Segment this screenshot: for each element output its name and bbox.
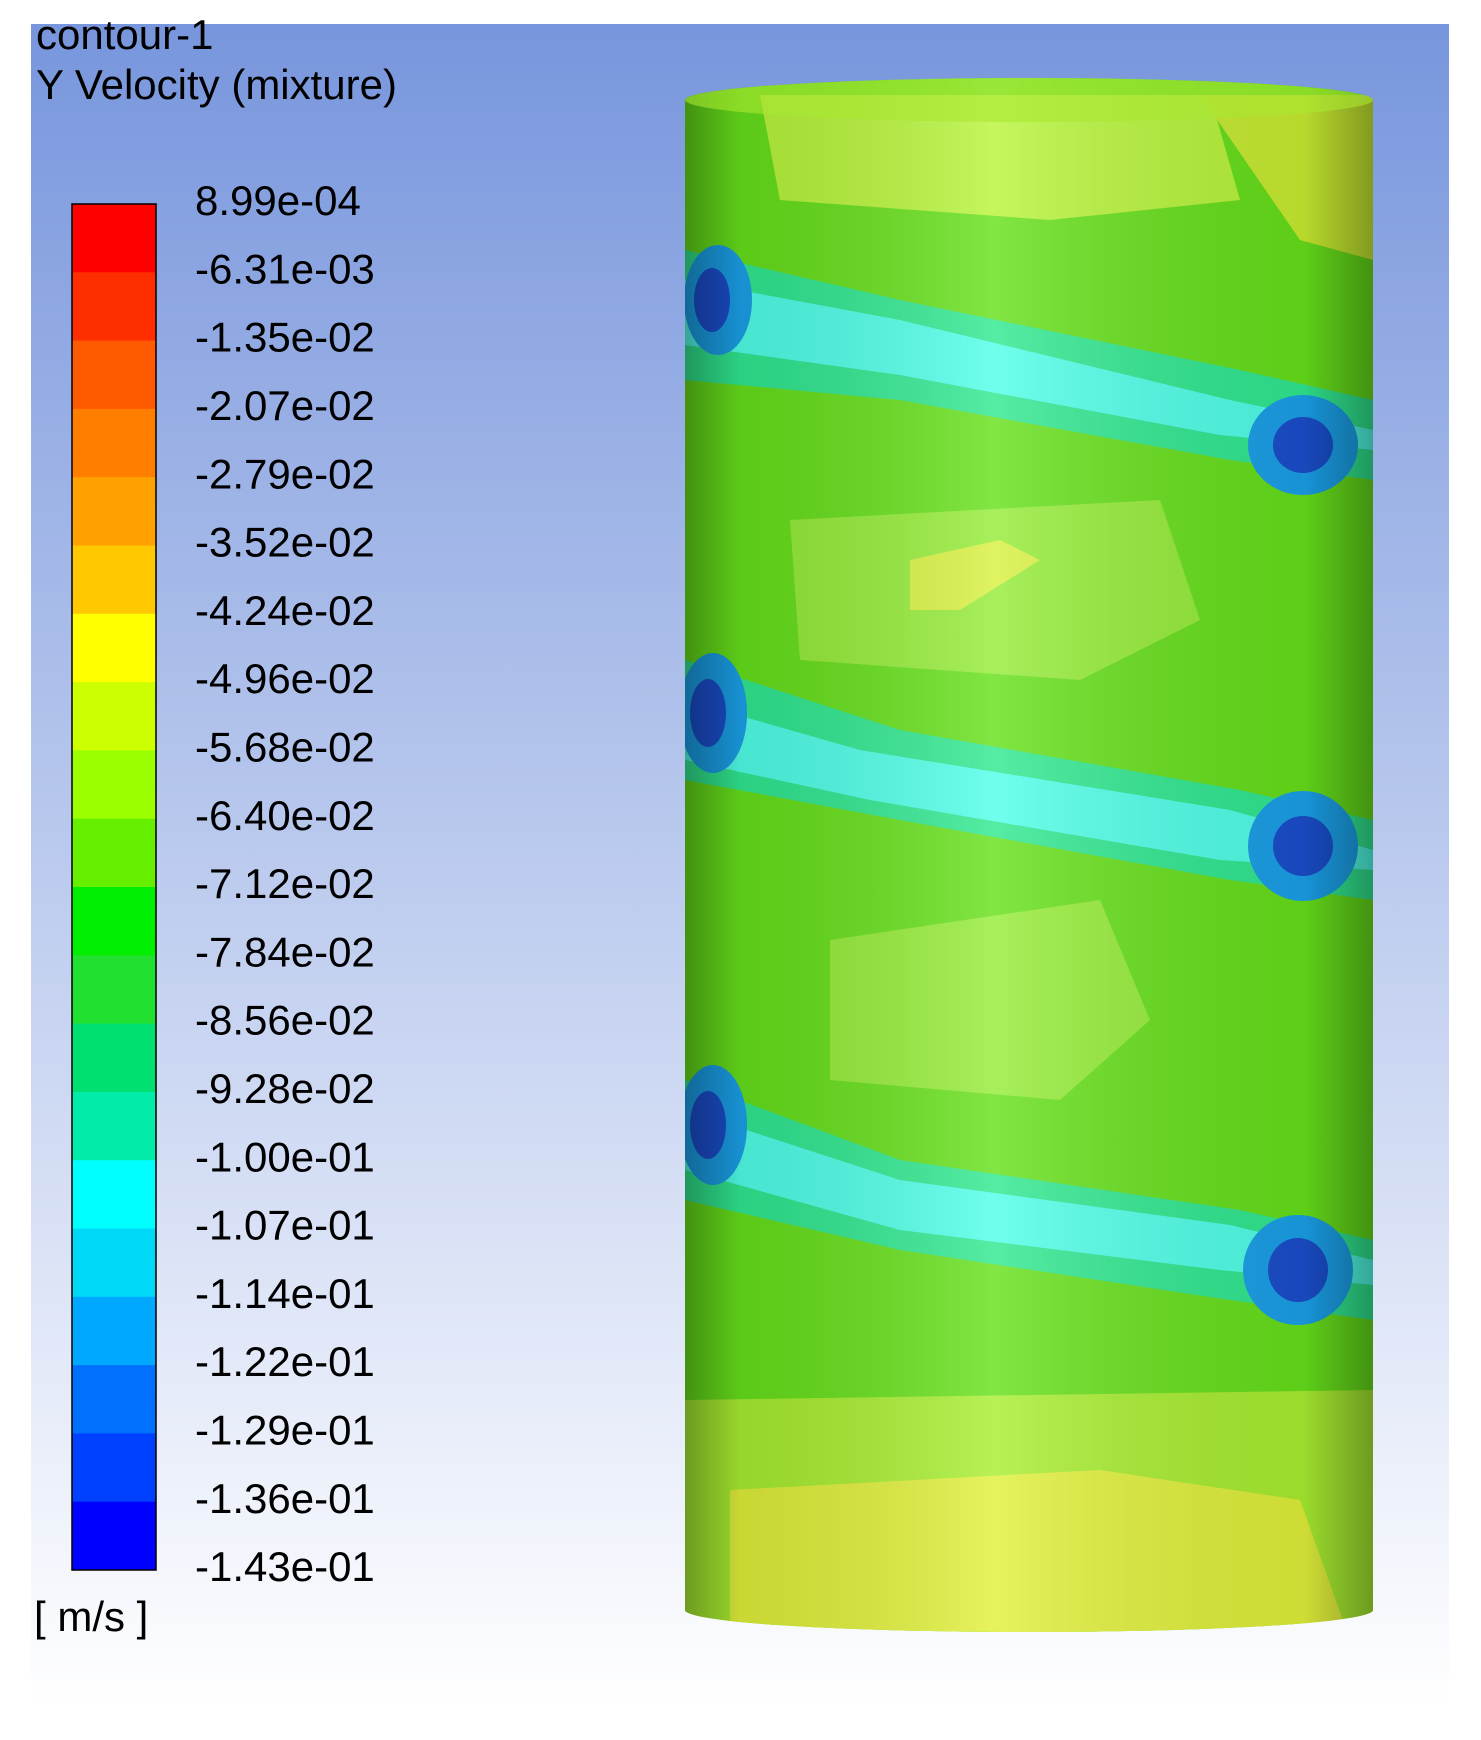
colorbar-band — [72, 1365, 156, 1434]
colorbar-band — [72, 887, 156, 956]
colorbar-label: -1.43e-01 — [195, 1543, 375, 1590]
colorbar-label: -4.96e-02 — [195, 655, 375, 702]
colorbar-label: -1.36e-01 — [195, 1475, 375, 1522]
colorbar-frame — [71, 203, 157, 1571]
colorbar-band — [72, 750, 156, 820]
colorbar-label: -8.56e-02 — [195, 997, 375, 1044]
title-line: Y Velocity (mixture) — [36, 61, 397, 108]
colorbar-label: -1.14e-01 — [195, 1270, 375, 1317]
colorbar-label: -1.29e-01 — [195, 1406, 375, 1453]
colorbar-label: -2.07e-02 — [195, 382, 375, 429]
colorbar-labels: 8.99e-04 -6.31e-03 -1.35e-02 -2.07e-02 -2.79… — [195, 177, 375, 1590]
colorbar-band — [72, 613, 156, 683]
colorbar-label: -5.68e-02 — [195, 723, 375, 770]
colorbar-label: -1.07e-01 — [195, 1202, 375, 1249]
colorbar-band — [72, 408, 156, 478]
colorbar-band — [72, 1433, 156, 1503]
colorbar-band — [72, 1228, 156, 1298]
colorbar-band — [72, 340, 156, 410]
colorbar-label: -7.12e-02 — [195, 860, 375, 907]
colorbar-label: -4.24e-02 — [195, 587, 375, 634]
colorbar-label: -6.31e-03 — [195, 245, 375, 292]
colorbar-label: -1.22e-01 — [195, 1338, 375, 1385]
colorbar-label: -6.40e-02 — [195, 792, 375, 839]
colorbar-label: 8.99e-04 — [195, 177, 361, 224]
colorbar — [71, 203, 157, 1571]
colorbar-band — [72, 204, 156, 273]
colorbar-band — [72, 1160, 156, 1229]
colorbar-band — [72, 1501, 156, 1571]
cylinder — [685, 78, 1373, 1632]
colorbar-band — [72, 477, 156, 546]
colorbar-band — [72, 272, 156, 342]
colorbar-label: -1.35e-02 — [195, 314, 375, 361]
colorbar-label: -3.52e-02 — [195, 519, 375, 566]
colorbar-band — [72, 1091, 156, 1161]
colorbar-band — [72, 1023, 156, 1093]
colorbar-band — [72, 545, 156, 615]
colorbar-band — [72, 955, 156, 1025]
unit-label: [ m/s ] — [34, 1593, 148, 1640]
colorbar-label: -2.79e-02 — [195, 450, 375, 497]
colorbar-band — [72, 1296, 156, 1366]
colorbar-label: -9.28e-02 — [195, 1065, 375, 1112]
colorbar-label: -1.00e-01 — [195, 1133, 375, 1180]
colorbar-band — [72, 682, 156, 751]
colorbar-label: -7.84e-02 — [195, 928, 375, 975]
colorbar-band — [72, 818, 156, 888]
title-line: contour-1 — [36, 11, 213, 58]
